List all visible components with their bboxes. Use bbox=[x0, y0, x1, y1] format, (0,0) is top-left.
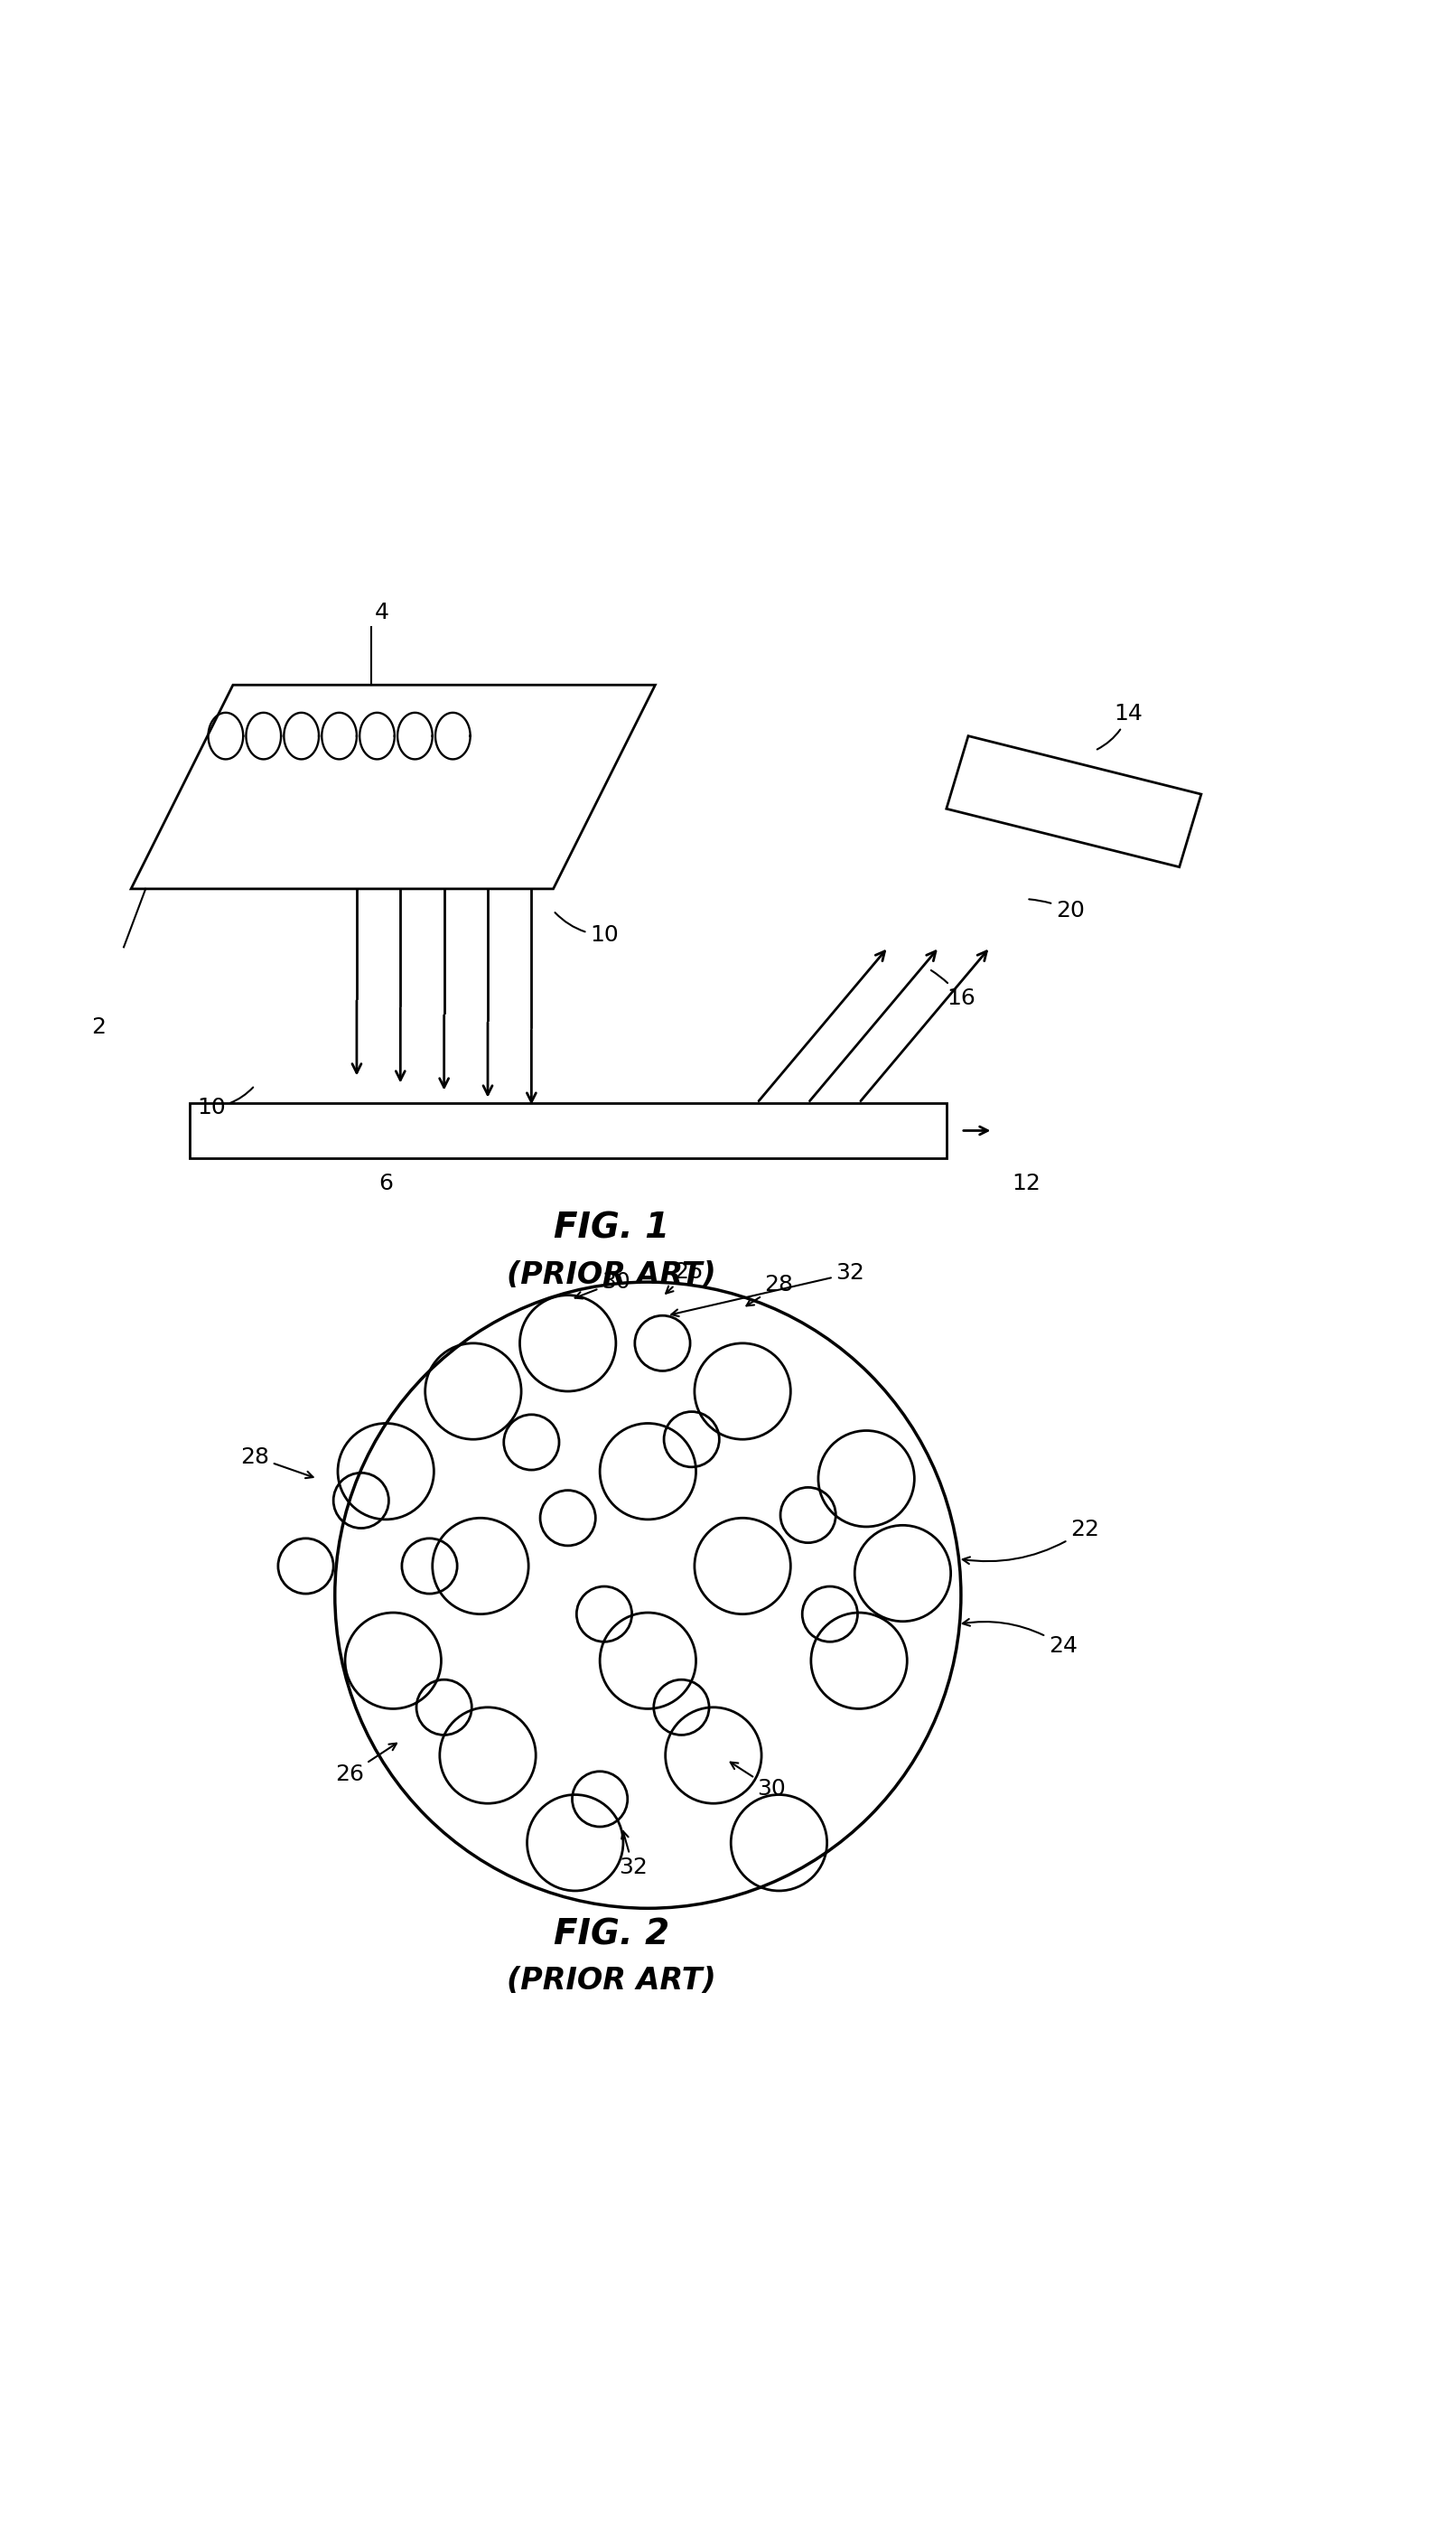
Text: 30: 30 bbox=[731, 1762, 786, 1800]
Text: 24: 24 bbox=[962, 1620, 1077, 1658]
Text: 28: 28 bbox=[240, 1445, 313, 1478]
Text: 20: 20 bbox=[1029, 900, 1085, 923]
Text: 2: 2 bbox=[92, 1017, 106, 1037]
Text: FIG. 2: FIG. 2 bbox=[553, 1916, 670, 1952]
Text: 16: 16 bbox=[930, 971, 976, 1009]
Text: (PRIOR ART): (PRIOR ART) bbox=[507, 1260, 716, 1290]
Text: 26: 26 bbox=[335, 1744, 396, 1785]
Text: 30: 30 bbox=[575, 1270, 630, 1298]
Text: 14: 14 bbox=[1098, 702, 1143, 750]
Text: (PRIOR ART): (PRIOR ART) bbox=[507, 1967, 716, 1995]
Text: 26: 26 bbox=[665, 1260, 703, 1293]
Text: 10: 10 bbox=[555, 913, 619, 946]
Text: 12: 12 bbox=[1012, 1171, 1041, 1194]
Text: FIG. 1: FIG. 1 bbox=[553, 1212, 670, 1245]
Text: 32: 32 bbox=[671, 1262, 865, 1316]
Text: 32: 32 bbox=[619, 1830, 648, 1878]
Text: 10: 10 bbox=[197, 1088, 253, 1118]
Text: 4: 4 bbox=[374, 601, 389, 624]
Bar bbox=[189, 1103, 946, 1158]
Text: 6: 6 bbox=[379, 1171, 393, 1194]
Text: 22: 22 bbox=[962, 1518, 1099, 1564]
Text: 28: 28 bbox=[747, 1275, 794, 1306]
